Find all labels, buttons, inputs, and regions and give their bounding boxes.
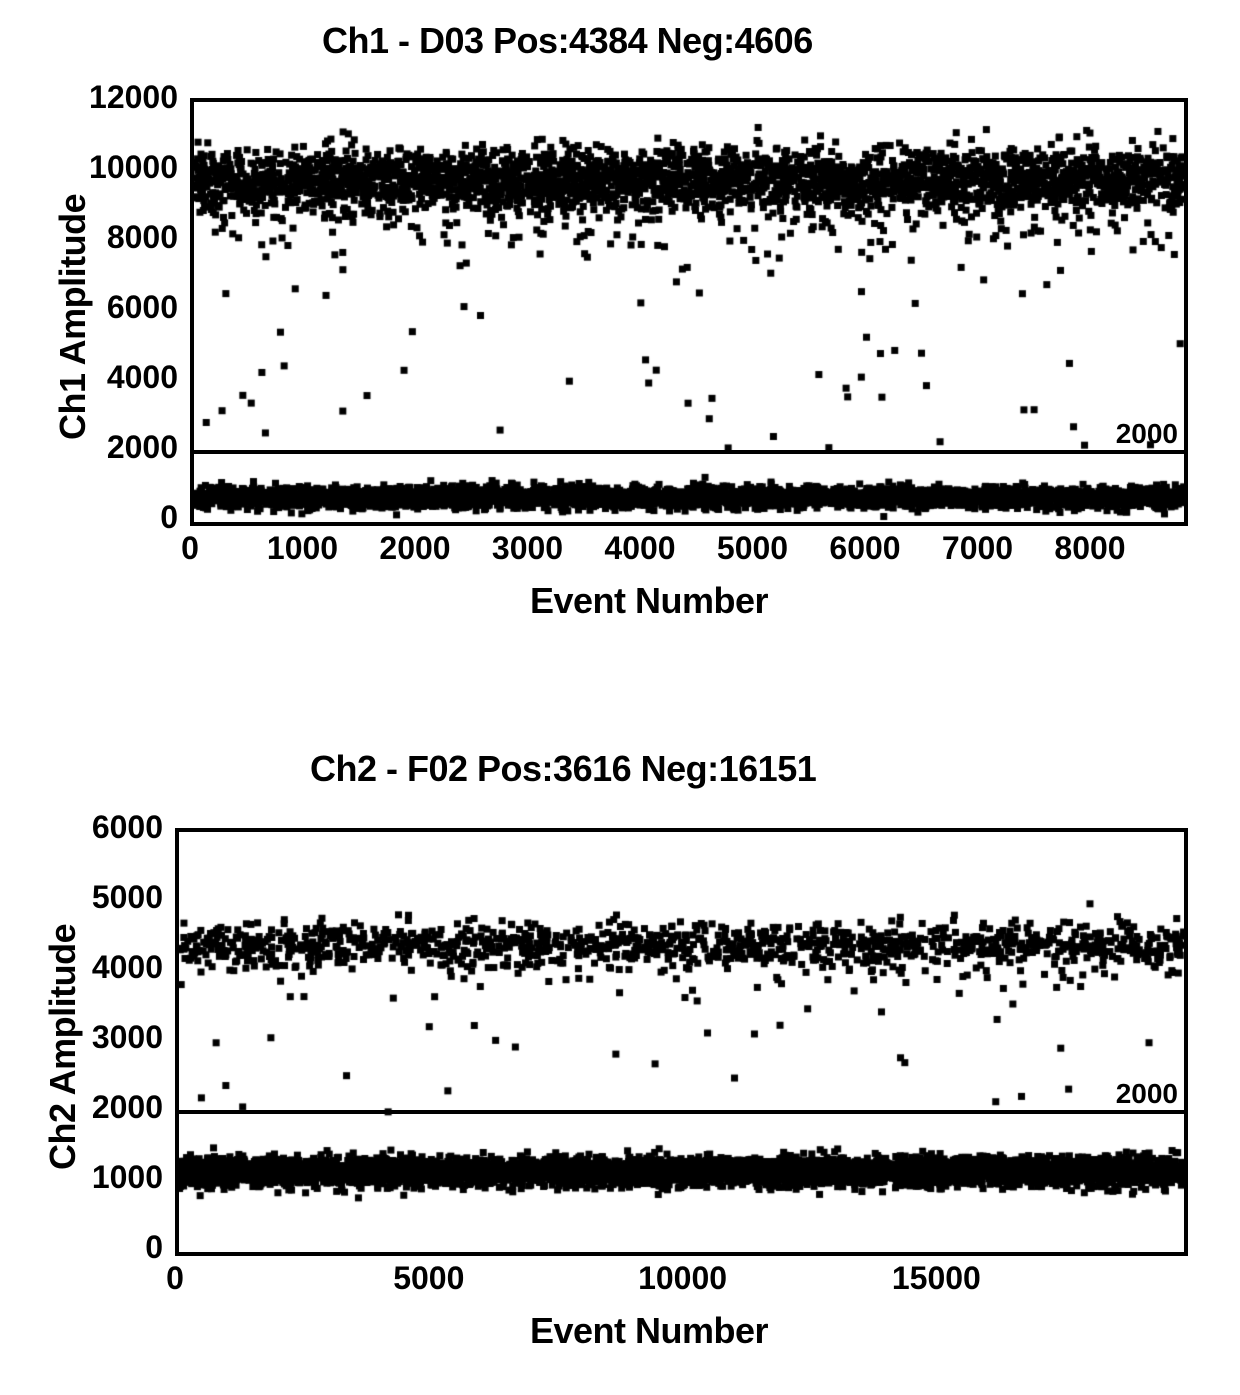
ytick-label: 1000 [45, 1159, 163, 1196]
xtick-label: 0 [166, 1260, 184, 1297]
xtick-label: 15000 [892, 1260, 981, 1297]
figure-container: Ch1 - D03 Pos:4384 Neg:4606 Ch1 Amplitud… [0, 0, 1240, 1395]
ytick-label: 0 [45, 1229, 163, 1266]
ytick-label: 2000 [45, 1089, 163, 1126]
ytick-mark [175, 1250, 179, 1254]
xtick-mark [685, 1252, 689, 1256]
ytick-mark [175, 970, 179, 974]
ytick-mark [175, 830, 179, 834]
xtick-mark [177, 1252, 181, 1256]
ytick-label: 4000 [45, 949, 163, 986]
xtick-label: 5000 [393, 1260, 464, 1297]
xtick-mark [938, 1252, 942, 1256]
ytick-label: 6000 [45, 809, 163, 846]
ytick-mark [175, 900, 179, 904]
ytick-mark [175, 1110, 179, 1114]
chart-2: Ch2 - F02 Pos:3616 Neg:16151 Ch2 Amplitu… [0, 0, 1240, 1395]
ytick-label: 3000 [45, 1019, 163, 1056]
xtick-mark [431, 1252, 435, 1256]
ytick-label: 5000 [45, 879, 163, 916]
chart-2-threshold-label: 2000 [1116, 1078, 1178, 1110]
ytick-mark [175, 1040, 179, 1044]
chart-2-threshold-line [179, 1110, 1184, 1114]
chart-2-plot-area: 2000 [175, 828, 1188, 1256]
chart-2-scatter [179, 832, 1184, 1252]
chart-2-title: Ch2 - F02 Pos:3616 Neg:16151 [310, 748, 816, 790]
ytick-mark [175, 1180, 179, 1184]
xtick-label: 10000 [638, 1260, 727, 1297]
chart-2-xlabel: Event Number [530, 1310, 768, 1352]
